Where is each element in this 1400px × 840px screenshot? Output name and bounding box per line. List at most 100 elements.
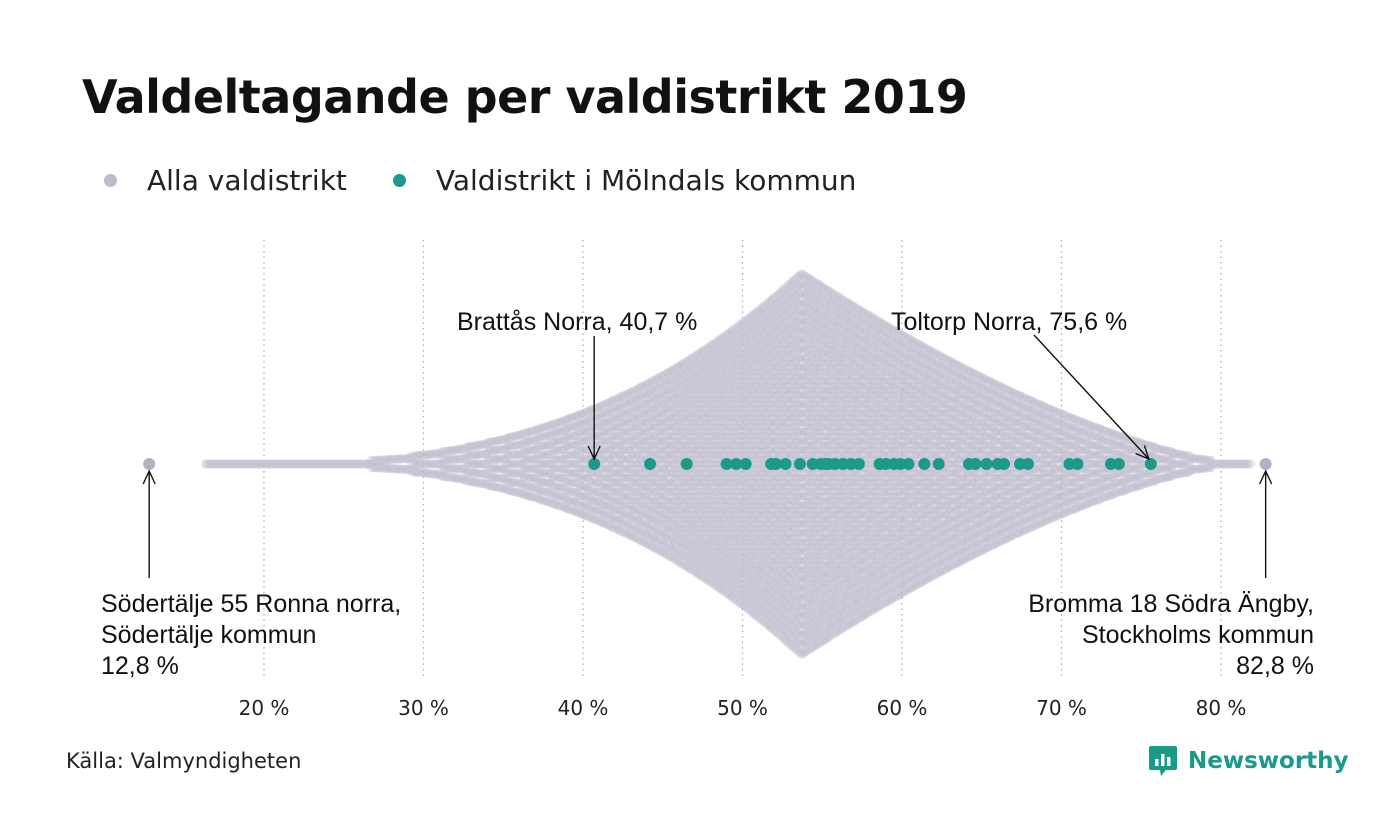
- district-point: [271, 459, 281, 469]
- chart-title: Valdeltagande per valdistrikt 2019: [82, 70, 968, 124]
- district-point: [249, 459, 259, 469]
- district-point: [205, 459, 215, 469]
- district-point: [374, 463, 384, 473]
- district-point: [265, 459, 275, 469]
- district-point: [253, 459, 263, 469]
- district-point: [366, 462, 376, 473]
- district-point: [335, 459, 345, 469]
- district-point: [255, 459, 265, 469]
- all-districts-swarm: [143, 269, 1272, 659]
- district-point: [342, 459, 352, 469]
- district-point: [287, 459, 297, 469]
- district-point: [241, 459, 251, 469]
- district-point: [343, 459, 354, 469]
- district-point: [345, 459, 356, 469]
- district-point: [261, 459, 271, 469]
- district-point: [376, 455, 386, 465]
- district-point: [333, 459, 344, 469]
- legend-label-all: Alla valdistrikt: [147, 163, 347, 197]
- district-point: [326, 459, 336, 469]
- district-point: [213, 459, 223, 469]
- district-point: [215, 459, 225, 469]
- district-point: [325, 459, 335, 469]
- district-point: [329, 459, 339, 469]
- legend: Alla valdistrikt Valdistrikt i Mölndals …: [104, 162, 902, 198]
- district-point: [225, 459, 235, 469]
- district-point: [279, 459, 289, 469]
- district-point: [275, 459, 285, 469]
- district-point: [366, 459, 376, 469]
- district-point: [267, 459, 277, 469]
- district-point: [211, 459, 221, 469]
- district-point: [245, 459, 255, 469]
- district-point: [259, 459, 269, 469]
- district-point: [378, 455, 388, 465]
- district-point: [255, 459, 265, 469]
- district-point: [281, 459, 291, 469]
- district-point: [217, 459, 227, 469]
- district-point: [283, 459, 293, 469]
- district-point: [356, 459, 366, 469]
- district-point: [263, 459, 273, 469]
- district-point: [372, 463, 382, 473]
- district-point: [207, 459, 217, 469]
- district-point: [366, 455, 376, 466]
- district-point: [215, 459, 225, 469]
- district-point: [203, 459, 213, 469]
- district-point: [346, 459, 356, 469]
- district-point: [307, 459, 317, 469]
- district-point: [285, 459, 295, 469]
- district-point: [364, 459, 374, 469]
- district-point: [354, 459, 364, 469]
- district-point: [275, 459, 285, 469]
- district-point: [281, 459, 291, 469]
- district-point: [291, 459, 301, 469]
- district-point: [370, 463, 380, 473]
- district-point: [227, 459, 237, 469]
- legend-label-molndal: Valdistrikt i Mölndals kommun: [435, 163, 857, 197]
- district-point: [339, 459, 350, 469]
- district-point: [235, 459, 245, 469]
- district-point: [231, 459, 241, 469]
- district-point: [261, 459, 271, 469]
- district-point: [295, 459, 305, 469]
- district-point: [201, 459, 211, 469]
- district-point: [319, 459, 329, 469]
- district-point: [229, 459, 239, 469]
- district-point: [233, 459, 243, 469]
- district-point: [291, 459, 301, 469]
- district-point: [309, 459, 319, 469]
- district-point: [360, 459, 370, 469]
- district-point: [323, 459, 333, 469]
- district-point: [237, 459, 247, 469]
- district-point: [352, 459, 362, 469]
- district-point: [209, 459, 219, 469]
- district-point: [337, 459, 348, 469]
- district-point: [257, 459, 267, 469]
- district-point: [265, 459, 275, 469]
- district-point: [376, 463, 386, 473]
- district-point: [205, 459, 215, 469]
- district-point: [305, 459, 316, 469]
- district-point: [358, 459, 368, 469]
- district-point: [271, 459, 281, 469]
- district-point: [245, 459, 255, 469]
- district-point: [293, 459, 303, 469]
- district-point: [247, 459, 257, 469]
- district-point: [295, 459, 305, 469]
- district-point: [273, 459, 283, 469]
- district-point: [362, 459, 372, 469]
- district-point: [368, 455, 378, 466]
- district-point: [370, 455, 380, 465]
- district-point: [201, 459, 211, 469]
- district-point: [336, 459, 346, 469]
- district-point: [313, 459, 323, 469]
- district-point: [372, 455, 382, 465]
- district-point: [251, 459, 261, 469]
- district-point: [355, 459, 366, 469]
- district-point: [341, 459, 351, 469]
- district-point: [368, 462, 378, 473]
- legend-item-molndal: Valdistrikt i Mölndals kommun: [392, 163, 857, 197]
